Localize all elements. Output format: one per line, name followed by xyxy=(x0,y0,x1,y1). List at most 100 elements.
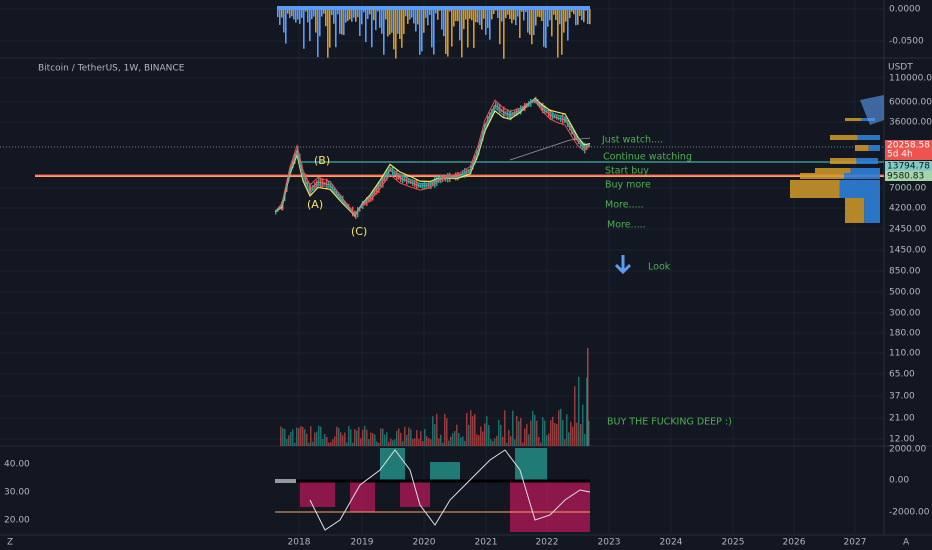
volume-bar xyxy=(500,424,502,446)
annotation: Continue watching xyxy=(603,152,692,163)
annotation: Look xyxy=(648,262,671,273)
volume-bar xyxy=(312,441,314,446)
indicator-bar xyxy=(277,9,279,18)
candle xyxy=(344,200,346,205)
indicator-bar xyxy=(579,9,581,16)
indicator-bar xyxy=(277,6,590,10)
indicator-bar xyxy=(365,9,367,43)
indicator-bar xyxy=(415,9,417,32)
candle xyxy=(368,196,370,203)
volume-bar xyxy=(560,408,562,446)
indicator-bar xyxy=(367,9,369,19)
candle xyxy=(334,187,336,193)
axis-label: 4200.00 xyxy=(889,204,926,214)
candle xyxy=(542,102,544,114)
axis-label: 20.00 xyxy=(4,516,30,526)
volume-bar xyxy=(422,441,424,446)
volume-bar xyxy=(414,438,416,446)
volume-bar xyxy=(294,442,296,446)
indicator-bar xyxy=(419,9,421,55)
indicator-bar xyxy=(359,9,361,36)
volume-bar xyxy=(558,410,560,446)
indicator-bar xyxy=(333,9,335,24)
volume-bar xyxy=(540,442,542,446)
time-label: 2019 xyxy=(351,538,374,548)
indicator-bar xyxy=(417,9,419,25)
indicator-bar xyxy=(429,9,431,15)
indicator-bar xyxy=(353,9,355,18)
volume-bar xyxy=(482,431,484,446)
indicator-bar xyxy=(307,9,309,23)
volume-bar xyxy=(504,410,506,446)
indicator-bar xyxy=(545,9,547,49)
indicator-bar xyxy=(515,9,517,26)
volume-bar xyxy=(358,427,360,446)
candle xyxy=(578,139,580,145)
candle xyxy=(574,130,576,141)
indicator-bar xyxy=(409,9,411,20)
indicator-bar xyxy=(355,9,357,22)
indicator-bar xyxy=(397,9,399,34)
volume-bar xyxy=(474,413,476,446)
indicator-bar xyxy=(451,9,453,47)
oscillator-area xyxy=(430,462,460,480)
volume-bar xyxy=(546,435,548,446)
volume-bar xyxy=(328,442,330,446)
indicator-bar xyxy=(423,9,425,33)
volume-bar xyxy=(390,438,392,446)
indicator-bar xyxy=(575,9,577,26)
volume-bar xyxy=(508,430,510,446)
oscillator-area xyxy=(510,482,590,532)
indicator-bar xyxy=(509,9,511,20)
candle xyxy=(312,185,314,191)
corner-button[interactable]: Z xyxy=(7,538,13,548)
candle xyxy=(372,190,374,201)
indicator-bar xyxy=(441,9,443,30)
volume-bar xyxy=(316,431,318,446)
indicator-bar xyxy=(427,9,429,26)
volume-bar xyxy=(364,425,366,446)
volume-bar xyxy=(464,440,466,446)
volume-bar xyxy=(412,438,414,446)
annotation: More..... xyxy=(605,200,644,211)
volume-bar xyxy=(532,410,534,446)
indicator-bar xyxy=(527,9,529,33)
indicator-bar xyxy=(437,9,439,20)
candle xyxy=(370,194,372,202)
volume-bar xyxy=(572,426,574,446)
corner-button[interactable]: A xyxy=(903,538,910,548)
indicator-bar xyxy=(291,9,293,17)
indicator-bar xyxy=(351,9,353,22)
volume-bar xyxy=(388,441,390,446)
candle xyxy=(316,180,318,188)
indicator-bar xyxy=(283,9,285,33)
candle xyxy=(332,184,334,191)
volume-bar xyxy=(456,424,458,446)
axis-label: -2000.00 xyxy=(889,508,930,518)
volume-bar xyxy=(462,436,464,446)
indicator-bar xyxy=(403,9,405,34)
indicator-bar xyxy=(479,9,481,25)
indicator-bar xyxy=(553,9,555,15)
volume-bar xyxy=(444,414,446,446)
candle xyxy=(544,105,546,115)
volume-bar xyxy=(587,348,589,446)
volume-bar xyxy=(498,419,500,446)
indicator-bar xyxy=(483,9,485,19)
volume-profile xyxy=(790,180,840,198)
indicator-bar xyxy=(381,9,383,34)
volume-bar xyxy=(398,428,400,446)
volume-bar xyxy=(308,442,310,446)
candle xyxy=(493,105,495,113)
indicator-bar xyxy=(459,9,461,41)
indicator-bar xyxy=(443,9,445,37)
indicator-bar xyxy=(431,9,433,48)
indicator-bar xyxy=(385,9,387,20)
volume-bar xyxy=(290,432,292,446)
volume-bar xyxy=(336,426,338,446)
volume-bar xyxy=(458,433,460,446)
volume-bar xyxy=(468,425,470,446)
volume-bar xyxy=(380,428,382,446)
volume-bar xyxy=(446,418,448,446)
